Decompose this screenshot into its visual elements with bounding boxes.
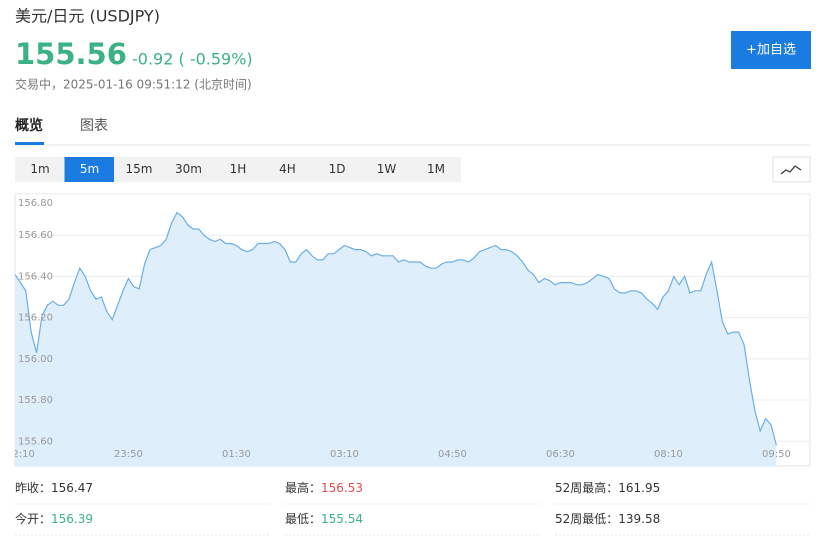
chart-type-icon: [780, 165, 802, 175]
x-tick-label: 08:10: [654, 449, 683, 460]
button-label: +加自选: [746, 43, 796, 58]
line: [15, 211, 777, 446]
add-watchlist-button[interactable]: [731, 31, 811, 69]
interval[interactable]: 15m: [126, 162, 153, 176]
change: -0.92 ( -0.59%): [132, 50, 253, 69]
interval[interactable]: 1H: [230, 162, 247, 176]
area: [15, 212, 777, 466]
interval[interactable]: 1M: [427, 162, 445, 176]
interval[interactable]: 30m: [175, 162, 202, 176]
stat-value: 156.47: [51, 481, 93, 495]
interval[interactable]: 1D: [329, 162, 346, 176]
x-tick-label: 01:30: [222, 449, 251, 460]
y-tick-label: 156.80: [18, 198, 53, 209]
interval[interactable]: 4H: [279, 162, 296, 176]
y-tick-label: 155.80: [18, 395, 53, 406]
stat-value: 161.95: [618, 481, 660, 495]
stat-label: 昨收：: [15, 481, 51, 495]
y-tick-label: 156.20: [18, 313, 53, 324]
interval-active: [64, 157, 114, 182]
x-tick-label: 04:50: [438, 449, 467, 460]
y-tick-label: 156.00: [18, 354, 53, 365]
stat: 今开：156.39: [15, 511, 93, 526]
price: 155.56: [15, 37, 127, 71]
y-tick-label: 155.60: [18, 436, 53, 447]
stat: 52周最高：161.95: [555, 480, 660, 495]
tab[interactable]: 概览: [15, 117, 43, 134]
stat-value: 156.53: [321, 481, 363, 495]
tab-indicator: [15, 142, 44, 145]
interval[interactable]: 1m: [30, 162, 49, 176]
x-tick-label: 09:50: [762, 449, 791, 460]
plot: 155.60 155.80 156.00 156.20 156.40 156.60 156.…: [6, 194, 810, 466]
stat: 最高：156.53: [285, 480, 363, 495]
tab[interactable]: 图表: [80, 118, 108, 134]
title: 美元/日元 (USDJPY): [15, 7, 160, 26]
stat-value: 155.54: [321, 512, 363, 526]
x-tick-label: 03:10: [330, 449, 359, 460]
x-tick-label: 23:50: [114, 449, 143, 460]
stat: 最低：155.54: [285, 512, 363, 526]
stat-label: 最低：: [285, 512, 321, 526]
y-tick-label: 156.40: [18, 271, 53, 282]
interval[interactable]: 5m: [80, 162, 99, 176]
x-tick-label: 22:10: [6, 449, 35, 460]
stat: 52周最低：139.58: [555, 512, 660, 526]
stat-label: 今开：: [15, 511, 51, 526]
stat-value: 156.39: [51, 512, 93, 526]
x-tick-label: 06:30: [546, 449, 575, 460]
stat-value: 139.58: [618, 512, 660, 526]
stat-label: 最高：: [285, 480, 321, 495]
status: 交易中，2025-01-16 09:51:12 (北京时间): [15, 77, 252, 92]
interval[interactable]: 1W: [377, 162, 397, 176]
stat-label: 52周最低：: [555, 512, 618, 526]
stat-label: 52周最高：: [555, 480, 618, 495]
y-tick-label: 156.60: [18, 230, 53, 241]
stat: 昨收：156.47: [15, 481, 93, 495]
